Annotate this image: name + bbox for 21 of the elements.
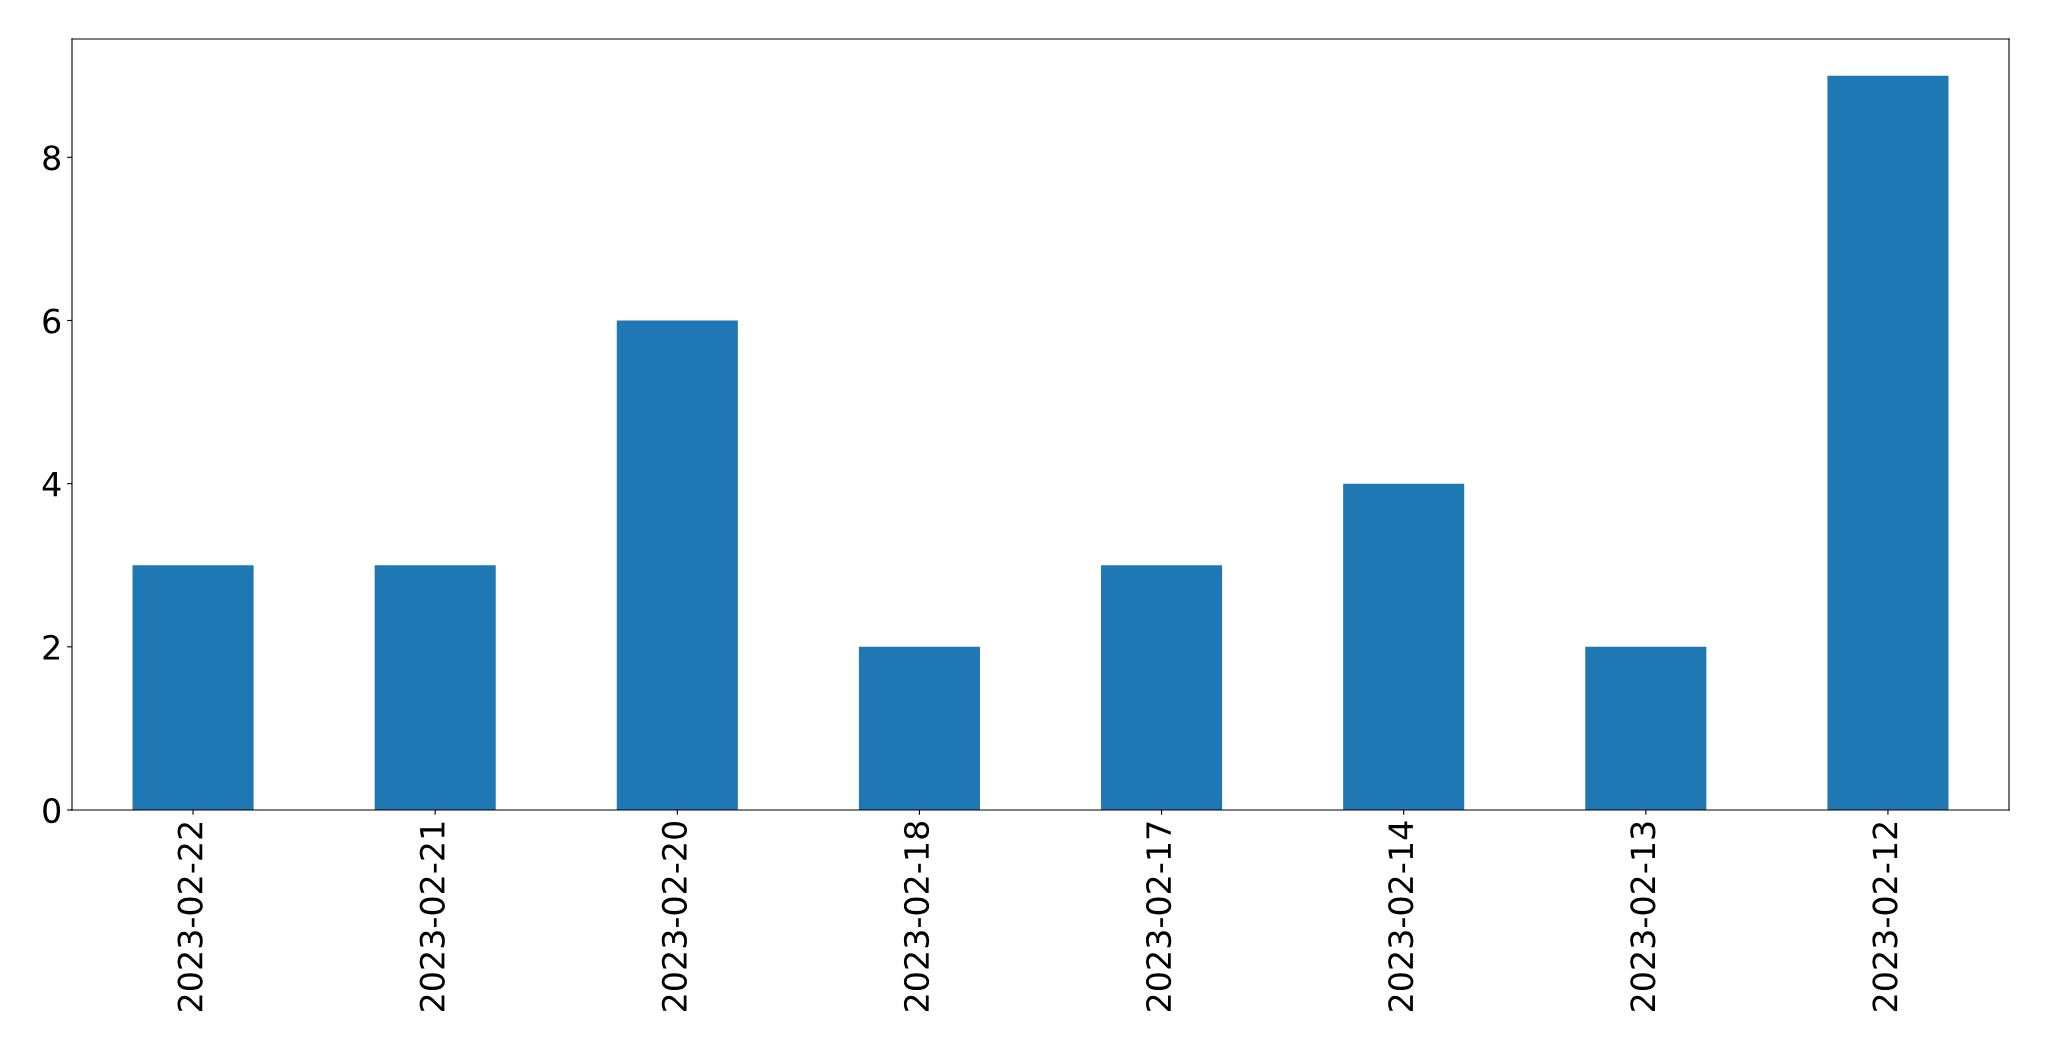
bar bbox=[374, 565, 496, 810]
y-tick-label: 8 bbox=[43, 145, 60, 171]
x-tick-label: 2023-02-12 bbox=[1872, 823, 1898, 1011]
x-tick-label: 2023-02-22 bbox=[177, 823, 203, 1011]
x-tick-label: 2023-02-21 bbox=[419, 822, 445, 1011]
bar bbox=[1827, 75, 1949, 810]
x-tick-label: 2023-02-20 bbox=[661, 821, 687, 1011]
x-tick-label: 2023-02-18 bbox=[903, 822, 930, 1011]
bar bbox=[132, 565, 254, 810]
bar bbox=[1343, 483, 1465, 810]
y-tick-label: 4 bbox=[42, 472, 61, 497]
x-tick-label: 2023-02-14 bbox=[1388, 821, 1414, 1011]
y-tick-label: 0 bbox=[43, 797, 61, 824]
bar bbox=[1585, 646, 1707, 810]
y-tick-label: 2 bbox=[43, 634, 59, 660]
y-tick-label: 6 bbox=[43, 308, 61, 334]
bar bbox=[858, 646, 980, 810]
x-tick-label: 2023-02-17 bbox=[1146, 822, 1172, 1011]
x-tick-label: 2023-02-13 bbox=[1630, 822, 1656, 1011]
bar bbox=[1101, 565, 1223, 810]
bar bbox=[616, 320, 738, 810]
